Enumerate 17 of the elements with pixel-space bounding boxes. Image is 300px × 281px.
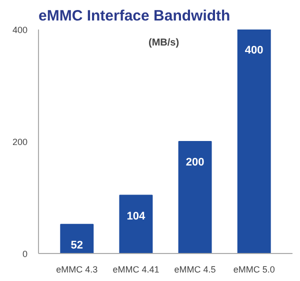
data-label: 52	[70, 239, 84, 252]
bar	[178, 141, 212, 254]
x-tick-label: eMMC 5.0	[233, 264, 275, 274]
bar	[119, 194, 153, 254]
data-label: 104	[126, 210, 146, 222]
bar	[237, 30, 271, 254]
y-tick-label: 0	[22, 249, 28, 259]
x-tick-label: eMMC 4.3	[56, 264, 98, 274]
x-tick-label: eMMC 4.5	[174, 264, 216, 274]
data-label: 400	[244, 44, 264, 56]
data-label: 200	[186, 156, 204, 168]
x-tick-label: eMMC 4.41	[112, 264, 160, 274]
y-tick-label: 400	[12, 25, 28, 35]
annotation: (MB/s)	[148, 38, 180, 48]
bar	[60, 224, 94, 254]
y-tick-label: 200	[12, 137, 28, 147]
chart-title: eMMC Interface Bandwidth	[38, 8, 230, 24]
